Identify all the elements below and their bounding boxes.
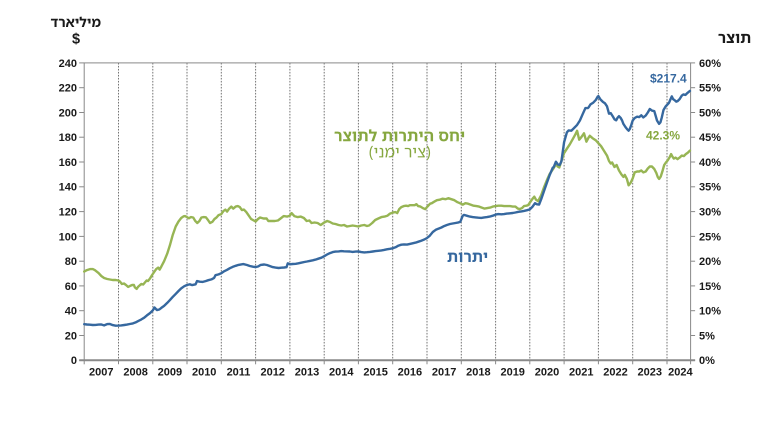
svg-text:42.3%: 42.3% <box>646 129 680 143</box>
svg-text:80: 80 <box>65 256 77 268</box>
svg-text:120: 120 <box>59 207 77 219</box>
svg-text:2023: 2023 <box>638 367 662 379</box>
svg-text:2022: 2022 <box>603 367 627 379</box>
svg-text:2014: 2014 <box>329 367 354 379</box>
svg-text:50%: 50% <box>699 107 721 119</box>
svg-text:2007: 2007 <box>89 367 113 379</box>
svg-text:160: 160 <box>59 157 77 169</box>
svg-text:240: 240 <box>59 58 77 70</box>
svg-text:180: 180 <box>59 132 77 144</box>
svg-text:220: 220 <box>59 83 77 95</box>
svg-text:2009: 2009 <box>158 367 182 379</box>
svg-text:2017: 2017 <box>432 367 456 379</box>
svg-text:0%: 0% <box>699 355 715 367</box>
svg-text:60: 60 <box>65 281 77 293</box>
svg-text:140: 140 <box>59 182 77 194</box>
svg-text:$217.4: $217.4 <box>650 72 687 86</box>
svg-text:2010: 2010 <box>192 367 216 379</box>
svg-text:2015: 2015 <box>363 367 387 379</box>
svg-text:35%: 35% <box>699 182 721 194</box>
svg-text:200: 200 <box>59 107 77 119</box>
svg-text:2018: 2018 <box>466 367 490 379</box>
svg-text:2021: 2021 <box>569 367 593 379</box>
svg-text:2024: 2024 <box>668 367 693 379</box>
svg-text:2016: 2016 <box>398 367 422 379</box>
svg-text:40%: 40% <box>699 157 721 169</box>
svg-text:20: 20 <box>65 330 77 342</box>
svg-text:25%: 25% <box>699 231 721 243</box>
svg-text:15%: 15% <box>699 281 721 293</box>
svg-text:$: $ <box>72 32 80 48</box>
svg-text:0: 0 <box>71 355 77 367</box>
svg-text:60%: 60% <box>699 58 721 70</box>
svg-text:5%: 5% <box>699 330 715 342</box>
svg-text:2013: 2013 <box>295 367 319 379</box>
svg-text:2020: 2020 <box>535 367 559 379</box>
svg-text:2012: 2012 <box>260 367 284 379</box>
svg-text:30%: 30% <box>699 207 721 219</box>
svg-text:2019: 2019 <box>500 367 524 379</box>
svg-text:2011: 2011 <box>227 367 251 379</box>
svg-text:20%: 20% <box>699 256 721 268</box>
svg-text:2008: 2008 <box>123 367 147 379</box>
svg-text:10%: 10% <box>699 306 721 318</box>
svg-text:45%: 45% <box>699 132 721 144</box>
svg-text:55%: 55% <box>699 83 721 95</box>
svg-text:100: 100 <box>59 231 77 243</box>
svg-text:40: 40 <box>65 306 77 318</box>
